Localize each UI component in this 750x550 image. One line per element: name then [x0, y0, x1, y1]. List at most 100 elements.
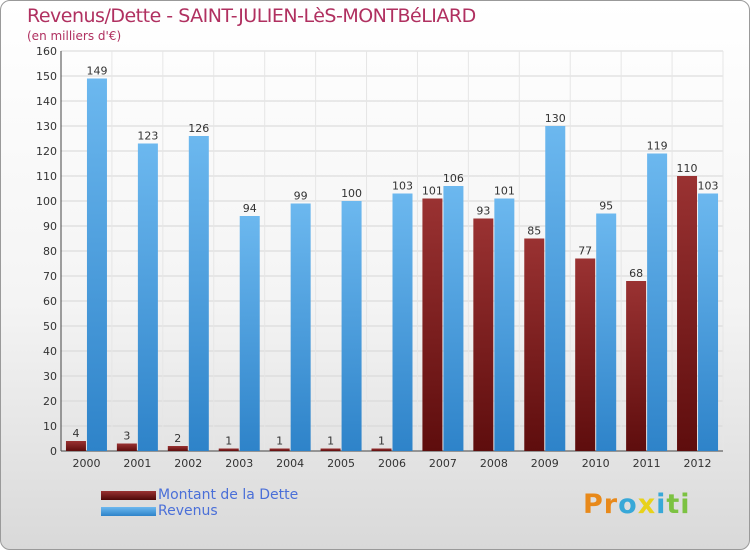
x-tick-label: 2012 [684, 457, 712, 470]
legend-label-revenus: Revenus [158, 503, 218, 519]
logo-letter: i [656, 489, 667, 520]
data-label-dette-2011: 68 [629, 267, 643, 280]
bar-revenus-2003 [239, 216, 260, 451]
data-label-dette-2008: 93 [476, 205, 490, 218]
bar-dette-2002 [167, 446, 188, 451]
bar-revenus-2011 [647, 153, 668, 451]
bar-revenus-2005 [341, 201, 362, 451]
data-label-dette-2012: 110 [677, 162, 698, 175]
data-label-revenus-2003: 94 [243, 202, 257, 215]
legend-label-dette: Montant de la Dette [158, 487, 299, 503]
legend-swatch-revenus [101, 506, 156, 516]
data-label-dette-2000: 4 [72, 427, 79, 440]
y-tick-label: 0 [50, 445, 57, 458]
x-tick-label: 2010 [582, 457, 610, 470]
data-label-dette-2003: 1 [225, 435, 232, 448]
y-tick-label: 60 [43, 295, 57, 308]
y-tick-label: 20 [43, 395, 57, 408]
x-tick-label: 2004 [276, 457, 304, 470]
bar-dette-2010 [575, 258, 596, 451]
bar-dette-2012 [677, 176, 698, 451]
y-tick-label: 40 [43, 345, 57, 358]
data-label-revenus-2002: 126 [188, 122, 209, 135]
y-tick-label: 80 [43, 245, 57, 258]
data-label-revenus-2006: 103 [392, 180, 413, 193]
legend-swatch-dette [101, 490, 156, 500]
bar-revenus-2009 [545, 126, 566, 451]
bar-revenus-2010 [596, 213, 617, 451]
logo-letter: r [603, 489, 619, 520]
x-tick-label: 2000 [72, 457, 100, 470]
proxiti-logo: Proxiti [583, 489, 691, 520]
data-label-revenus-2009: 130 [545, 112, 566, 125]
bar-dette-2006 [371, 448, 392, 451]
x-tick-label: 2007 [429, 457, 457, 470]
bar-dette-2001 [116, 443, 137, 451]
data-label-dette-2006: 1 [378, 435, 385, 448]
bar-dette-2011 [626, 281, 647, 451]
x-tick-label: 2011 [633, 457, 661, 470]
y-tick-label: 150 [36, 70, 57, 83]
bar-dette-2007 [422, 198, 443, 451]
y-tick-label: 70 [43, 270, 57, 283]
data-label-revenus-2007: 106 [443, 172, 464, 185]
logo-letter: P [583, 489, 604, 520]
x-tick-label: 2006 [378, 457, 406, 470]
legend: Montant de la Dette Revenus [101, 487, 298, 519]
data-label-dette-2005: 1 [327, 435, 334, 448]
bar-revenus-2007 [443, 186, 464, 451]
chart-title: Revenus/Dette - SAINT-JULIEN-LèS-MONTBéL… [27, 5, 476, 27]
y-tick-label: 120 [36, 145, 57, 158]
y-tick-label: 10 [43, 420, 57, 433]
data-label-dette-2002: 2 [174, 432, 181, 445]
bar-revenus-2008 [494, 198, 515, 451]
y-tick-label: 50 [43, 320, 57, 333]
logo-letter: i [680, 489, 691, 520]
legend-item-revenus: Revenus [101, 503, 298, 519]
bar-revenus-2001 [137, 143, 158, 451]
data-label-dette-2001: 3 [123, 430, 130, 443]
bar-dette-2008 [473, 218, 494, 451]
data-label-revenus-2011: 119 [647, 140, 668, 153]
x-tick-label: 2001 [123, 457, 151, 470]
x-tick-label: 2005 [327, 457, 355, 470]
data-label-dette-2009: 85 [527, 225, 541, 238]
data-label-revenus-2010: 95 [599, 200, 613, 213]
bar-revenus-2004 [290, 203, 311, 451]
x-tick-label: 2008 [480, 457, 508, 470]
bar-revenus-2002 [188, 136, 209, 451]
data-label-revenus-2004: 99 [294, 190, 308, 203]
y-tick-label: 100 [36, 195, 57, 208]
x-tick-label: 2009 [531, 457, 559, 470]
bar-dette-2003 [218, 448, 239, 451]
y-tick-label: 30 [43, 370, 57, 383]
data-label-dette-2010: 77 [578, 245, 592, 258]
data-label-revenus-2008: 101 [494, 185, 515, 198]
logo-letter: x [637, 489, 657, 520]
data-label-revenus-2012: 103 [698, 180, 719, 193]
y-tick-label: 160 [36, 45, 57, 58]
logo-letter: t [666, 489, 681, 520]
bar-revenus-2012 [698, 193, 719, 451]
y-tick-label: 130 [36, 120, 57, 133]
y-tick-label: 90 [43, 220, 57, 233]
bar-dette-2009 [524, 238, 545, 451]
data-label-dette-2004: 1 [276, 435, 283, 448]
x-tick-label: 2003 [225, 457, 253, 470]
bar-revenus-2006 [392, 193, 413, 451]
data-label-revenus-2000: 149 [86, 65, 107, 78]
bar-dette-2005 [320, 448, 341, 451]
x-tick-label: 2002 [174, 457, 202, 470]
data-label-revenus-2001: 123 [137, 130, 158, 143]
chart-subtitle: (en milliers d'€) [27, 29, 122, 43]
data-label-revenus-2005: 100 [341, 187, 362, 200]
legend-item-dette: Montant de la Dette [101, 487, 298, 503]
logo-letter: o [618, 489, 638, 520]
bar-dette-2004 [269, 448, 290, 451]
y-tick-label: 110 [36, 170, 57, 183]
bar-dette-2000 [65, 441, 86, 451]
bar-revenus-2000 [86, 78, 107, 451]
data-label-dette-2007: 101 [422, 185, 443, 198]
